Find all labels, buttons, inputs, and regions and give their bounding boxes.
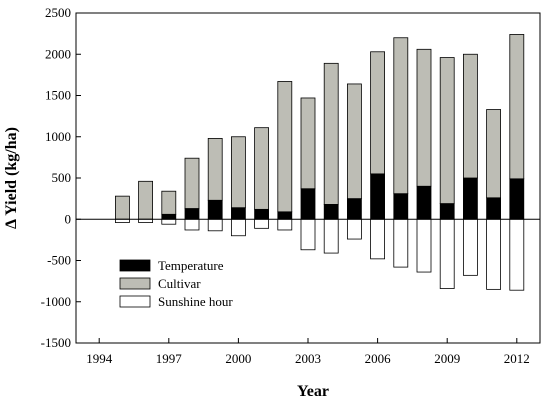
x-tick-label: 2000	[225, 351, 251, 366]
bar-temperature	[323, 203, 339, 220]
y-tick-label: 1000	[45, 129, 71, 144]
y-axis: -1500 -1000 -500 0 500 1000 1500 2000 2500	[41, 5, 81, 350]
y-axis-title: Δ Yield (kg/ha)	[3, 127, 20, 229]
bar-sunshine-hour	[509, 218, 525, 291]
bar-cultivar	[323, 62, 339, 205]
bar-sunshine-hour	[370, 218, 386, 260]
y-tick-label: -1000	[41, 294, 71, 309]
bar-temperature	[346, 198, 362, 220]
bar-sunshine-hour	[393, 218, 409, 268]
x-axis-title: Year	[297, 383, 329, 400]
legend-swatch-cultivar	[119, 277, 151, 290]
bar-cultivar	[161, 190, 177, 215]
y-tick-label: -500	[47, 253, 71, 268]
bar-temperature	[509, 178, 525, 220]
bar-cultivar	[254, 127, 270, 210]
bar-temperature	[184, 208, 200, 220]
x-tick-label: 2003	[295, 351, 321, 366]
bar-temperature	[486, 197, 502, 220]
bar-sunshine-hour	[439, 218, 455, 289]
legend: Temperature Cultivar Sunshine hour	[119, 258, 233, 309]
y-tick-label: -1500	[41, 335, 71, 350]
bar-cultivar	[346, 83, 362, 200]
bar-cultivar	[138, 180, 154, 220]
x-axis: 1994 1997 2000 2003 2006 2009 2012	[86, 338, 530, 366]
bar-cultivar	[486, 109, 502, 199]
bar-temperature	[277, 211, 293, 220]
bar-temperature	[300, 188, 316, 220]
y-tick-label: 2000	[45, 46, 71, 61]
legend-swatch-temperature	[119, 259, 151, 272]
x-tick-label: 1997	[156, 351, 183, 366]
x-tick-label: 2006	[365, 351, 392, 366]
bar-cultivar	[370, 51, 386, 175]
y-tick-label: 500	[52, 170, 72, 185]
y-tick-label: 1500	[45, 88, 71, 103]
bar-sunshine-hour	[207, 218, 223, 232]
bar-cultivar	[393, 37, 409, 195]
x-tick-label: 2012	[504, 351, 530, 366]
bar-cultivar	[462, 53, 478, 179]
bar-temperature	[370, 173, 386, 220]
bar-temperature	[416, 185, 432, 220]
bar-sunshine-hour	[254, 218, 270, 229]
x-tick-label: 2009	[434, 351, 460, 366]
bar-cultivar	[509, 34, 525, 180]
bar-sunshine-hour	[300, 218, 316, 251]
bar-sunshine-hour	[486, 218, 502, 290]
bar-temperature	[230, 207, 246, 220]
bar-sunshine-hour	[462, 218, 478, 276]
bar-cultivar	[416, 48, 432, 187]
bar-temperature	[161, 213, 177, 220]
x-tick-label: 1994	[86, 351, 113, 366]
bar-sunshine-hour	[323, 218, 339, 254]
bar-cultivar	[277, 81, 293, 213]
bar-sunshine-hour	[416, 218, 432, 273]
bar-cultivar	[439, 57, 455, 204]
bar-cultivar	[207, 137, 223, 201]
bar-sunshine-hour	[184, 218, 200, 231]
bar-cultivar	[300, 97, 316, 190]
plot-bars	[115, 34, 525, 291]
bar-sunshine-hour	[230, 218, 246, 237]
bar-temperature	[439, 203, 455, 220]
y-tick-label: 2500	[45, 5, 71, 20]
bar-sunshine-hour	[161, 218, 177, 225]
legend-label-sunshine-hour: Sunshine hour	[158, 294, 233, 309]
bar-sunshine-hour	[277, 218, 293, 231]
bar-sunshine-hour	[346, 218, 362, 240]
bar-cultivar	[115, 195, 130, 220]
bar-temperature	[393, 193, 409, 220]
bar-cultivar	[184, 157, 200, 209]
legend-label-cultivar: Cultivar	[158, 276, 201, 291]
y-tick-label: 0	[65, 211, 72, 226]
bar-temperature	[462, 177, 478, 220]
legend-label-temperature: Temperature	[158, 258, 224, 273]
legend-swatch-sunshine-hour	[119, 295, 151, 308]
bar-temperature	[207, 199, 223, 220]
bar-temperature	[254, 208, 270, 220]
bar-cultivar	[230, 136, 246, 209]
